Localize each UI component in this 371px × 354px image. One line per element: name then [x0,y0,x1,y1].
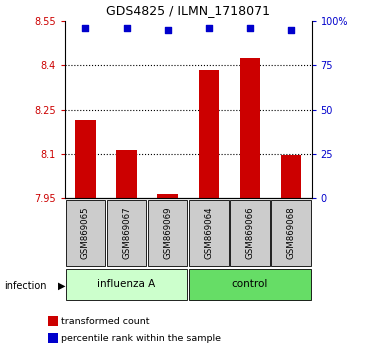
Bar [116,150,137,198]
FancyBboxPatch shape [189,200,229,266]
Point [247,25,253,31]
Bar [157,194,178,198]
Point [124,25,129,31]
Title: GDS4825 / ILMN_1718071: GDS4825 / ILMN_1718071 [106,4,270,17]
Text: GSM869064: GSM869064 [204,206,213,259]
Text: infection: infection [4,281,46,291]
FancyBboxPatch shape [107,200,146,266]
FancyBboxPatch shape [271,200,311,266]
FancyBboxPatch shape [189,269,311,299]
Bar [198,70,219,198]
Text: ▶: ▶ [58,281,65,291]
Text: influenza A: influenza A [98,279,156,289]
Point [82,25,88,31]
Text: GSM869067: GSM869067 [122,206,131,259]
FancyBboxPatch shape [66,269,187,299]
Text: transformed count: transformed count [61,317,150,326]
Text: GSM869065: GSM869065 [81,206,90,259]
Text: percentile rank within the sample: percentile rank within the sample [61,334,221,343]
Text: GSM869068: GSM869068 [286,206,296,259]
FancyBboxPatch shape [66,200,105,266]
Point [206,25,212,31]
FancyBboxPatch shape [148,200,187,266]
Text: control: control [232,279,268,289]
Bar [75,120,96,198]
Point [288,27,294,33]
Bar [240,58,260,198]
Text: GSM869069: GSM869069 [163,206,172,259]
Bar [281,155,301,198]
Point [165,27,171,33]
FancyBboxPatch shape [230,200,270,266]
Text: GSM869066: GSM869066 [246,206,255,259]
